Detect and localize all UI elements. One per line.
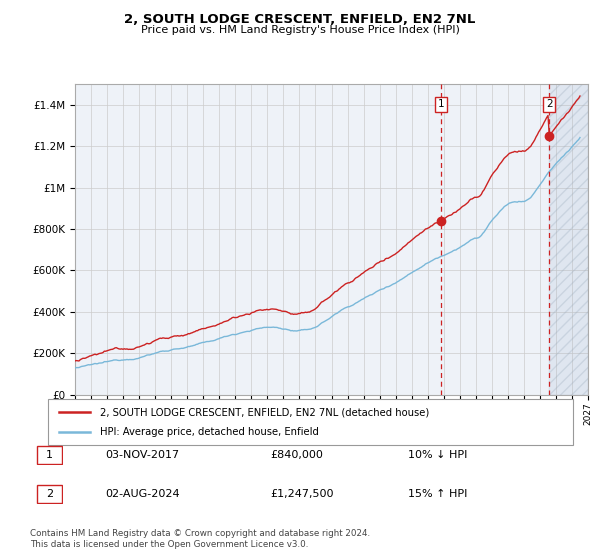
Text: 1: 1 [46, 450, 53, 460]
Text: 03-NOV-2017: 03-NOV-2017 [105, 450, 179, 460]
Text: 1: 1 [438, 99, 445, 109]
Text: 2: 2 [546, 99, 553, 109]
FancyBboxPatch shape [37, 485, 62, 503]
Text: 15% ↑ HPI: 15% ↑ HPI [408, 489, 467, 499]
FancyBboxPatch shape [37, 446, 62, 464]
Text: HPI: Average price, detached house, Enfield: HPI: Average price, detached house, Enfi… [101, 427, 319, 437]
Text: 10% ↓ HPI: 10% ↓ HPI [408, 450, 467, 460]
Bar [549, 84, 588, 395]
Text: £840,000: £840,000 [270, 450, 323, 460]
Text: £1,247,500: £1,247,500 [270, 489, 334, 499]
Text: Price paid vs. HM Land Registry's House Price Index (HPI): Price paid vs. HM Land Registry's House … [140, 25, 460, 35]
Text: 02-AUG-2024: 02-AUG-2024 [105, 489, 179, 499]
Text: 2, SOUTH LODGE CRESCENT, ENFIELD, EN2 7NL: 2, SOUTH LODGE CRESCENT, ENFIELD, EN2 7N… [124, 13, 476, 26]
Bar [549, 84, 588, 395]
Text: Contains HM Land Registry data © Crown copyright and database right 2024.
This d: Contains HM Land Registry data © Crown c… [30, 529, 370, 549]
Text: 2: 2 [46, 489, 53, 499]
FancyBboxPatch shape [48, 399, 573, 445]
Text: 2, SOUTH LODGE CRESCENT, ENFIELD, EN2 7NL (detached house): 2, SOUTH LODGE CRESCENT, ENFIELD, EN2 7N… [101, 407, 430, 417]
